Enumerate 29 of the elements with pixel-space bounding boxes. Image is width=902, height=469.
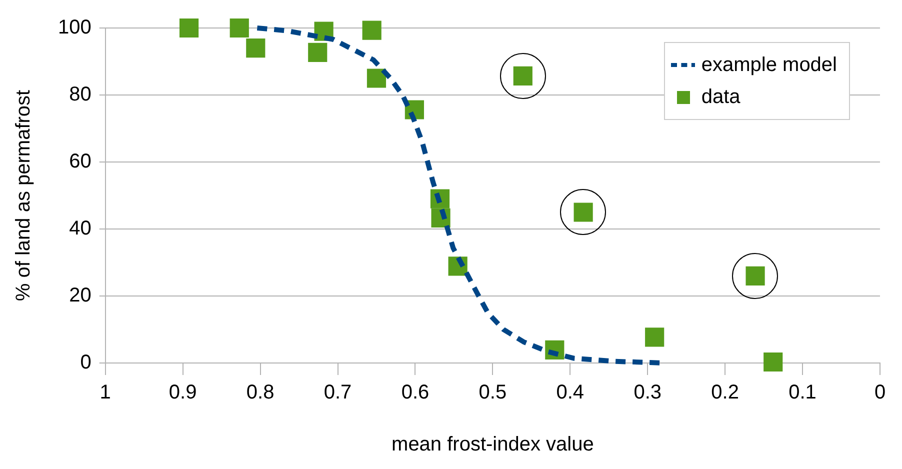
y-axis-title: % of land as permafrost: [12, 89, 35, 302]
point: [179, 18, 199, 38]
x-tick-label: 0.2: [711, 382, 739, 404]
x-tick-label: 0.3: [634, 382, 662, 404]
y-tick-label: 100: [58, 16, 92, 39]
x-tick-label: 0.7: [324, 382, 352, 404]
x-tick-label: 0.9: [168, 382, 197, 404]
point: [246, 38, 266, 58]
y-tick-label: 60: [69, 150, 92, 173]
point: [366, 68, 386, 88]
y-tick-label: 80: [69, 84, 92, 106]
x-axis-title: mean frost-index value: [392, 434, 594, 456]
x-tick-label: 1: [100, 382, 111, 404]
y-tick-label: 20: [69, 284, 92, 307]
point: [308, 42, 328, 62]
x-tick-label: 0.4: [556, 382, 584, 404]
point: [645, 328, 664, 347]
y-tick-label: 0: [80, 352, 92, 374]
y-tick-label: 40: [69, 218, 92, 240]
point: [362, 20, 382, 40]
point: [764, 352, 783, 372]
x-tick-label: 0.6: [401, 382, 430, 404]
x-tick-label: 0: [874, 382, 886, 404]
x-tick-label: 0.8: [246, 382, 274, 404]
legend-label: example model: [701, 54, 837, 76]
x-tick-label: 0.1: [788, 382, 816, 404]
legend-label: data: [701, 86, 740, 108]
point: [230, 18, 249, 38]
x-tick-label: 0.5: [478, 382, 507, 404]
